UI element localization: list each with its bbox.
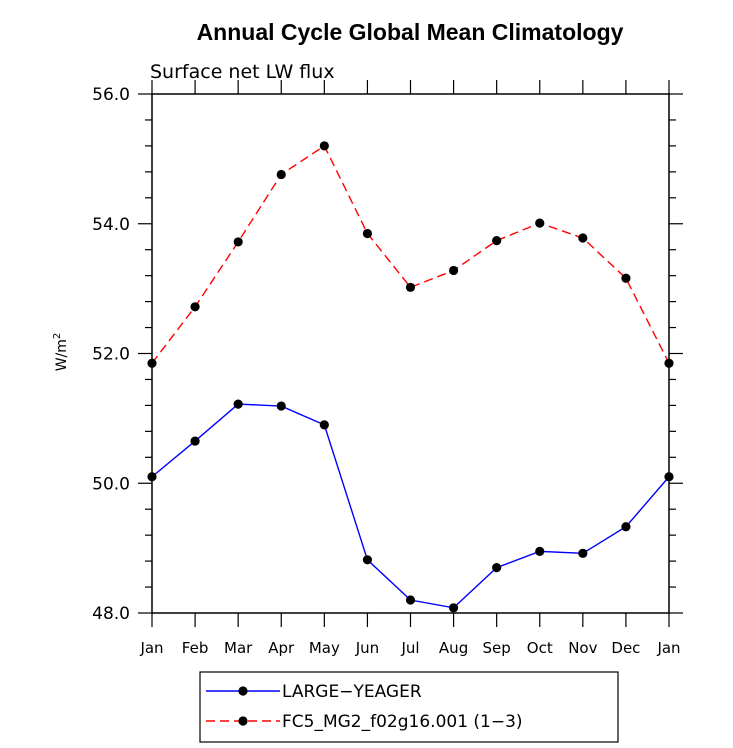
chart-title: Annual Cycle Global Mean Climatology [197,19,624,45]
series-line [151,144,670,364]
legend-swatch-marker [238,686,248,696]
x-tick-label: Dec [611,639,640,657]
data-point [190,436,200,446]
x-tick-label: Jan [656,639,680,657]
x-tick-label: Jan [139,639,163,657]
y-tick-label: 48.0 [92,604,130,624]
series-layer [147,141,674,613]
data-point [147,472,157,482]
data-point [233,237,243,247]
data-point [535,218,545,228]
x-tick-label: Sep [483,639,511,657]
x-tick-label: May [309,639,340,657]
y-axis-label: W/m2 [52,333,70,372]
x-tick-label: Feb [182,639,209,657]
y-tick-label: 50.0 [92,474,130,494]
x-tick-label: Apr [268,639,295,657]
data-point [535,546,545,556]
series-1 [147,399,674,613]
y-axis-label-text: W/m [54,339,70,371]
x-tick-label: Nov [568,639,597,657]
data-point [405,595,416,605]
x-tick-label: Jul [400,639,419,657]
series-2 [147,141,674,368]
data-point [621,273,631,283]
x-tick-label: Aug [439,639,468,657]
data-point [276,401,286,411]
data-point [664,472,674,482]
data-point [319,420,329,430]
legend: LARGE−YEAGER FC5_MG2_f02g16.001 (1−3) [199,671,619,743]
data-point [448,603,459,613]
data-point [405,282,416,292]
plot-frame [151,93,670,614]
data-point [578,233,588,243]
data-point [578,548,588,558]
plot-area [138,80,683,627]
legend-label: LARGE−YEAGER [282,682,422,702]
y-tick-label: 54.0 [92,215,130,235]
data-point [621,522,631,532]
data-point [362,555,373,565]
legend-swatch-marker [238,716,248,726]
x-tick-labels: Jan Feb Mar Apr May Jun Jul Aug Sep Oct Nov Dec Jan [139,639,680,657]
x-tick-label: Jun [355,639,379,657]
x-tick-label: Mar [224,639,253,657]
x-tick-label: Oct [527,639,553,657]
legend-label: FC5_MG2_f02g16.001 (1−3) [282,712,523,732]
data-point [362,228,373,239]
chart-subtitle: Surface net LW flux [150,61,335,83]
data-point [448,265,459,276]
data-point [276,169,286,180]
y-axis-label-superscript: 2 [52,333,63,339]
series-line [151,403,670,609]
data-point [319,141,329,151]
svg-text:W/m2: W/m2 [52,333,70,372]
data-point [147,358,157,368]
data-point [492,562,502,573]
legend-box [199,671,619,743]
data-point [664,358,674,368]
data-point [233,399,243,409]
y-tick-label: 56.0 [92,85,130,105]
data-point [492,236,502,246]
y-tick-labels: 48.0 50.0 52.0 54.0 56.0 [92,85,130,624]
data-point [190,302,200,312]
y-tick-label: 52.0 [92,345,130,365]
